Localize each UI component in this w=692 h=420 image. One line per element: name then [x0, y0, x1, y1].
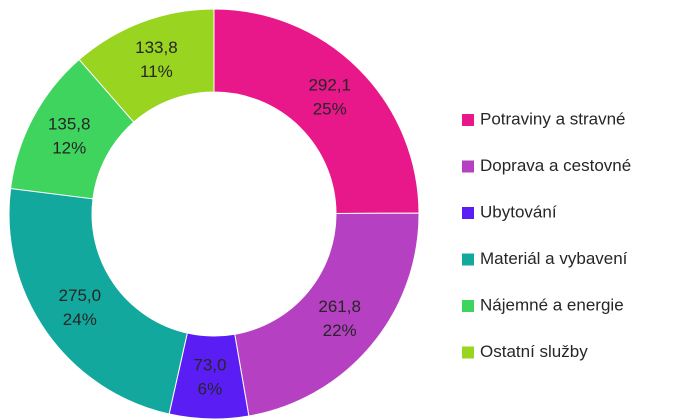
legend-swatch [462, 346, 474, 359]
value-label: 73,0 [193, 355, 226, 374]
legend-swatch [462, 207, 474, 219]
legend-label: Nájemné a energie [480, 295, 624, 314]
slice [234, 212, 420, 417]
legend-swatch [462, 160, 474, 173]
slice [78, 8, 215, 123]
legend-label: Ubytování [480, 202, 557, 221]
value-label: 135,8 [48, 114, 91, 133]
legend-label: Materiál a vybavení [480, 249, 628, 268]
percent-label: 25% [313, 99, 347, 118]
value-label: 261,8 [318, 297, 361, 316]
value-label: 275,0 [59, 286, 102, 305]
legend-label: Ostatní služby [480, 342, 588, 361]
percent-label: 6% [198, 379, 223, 398]
slice [213, 8, 420, 214]
percent-label: 12% [52, 138, 86, 157]
legend-label: Potraviny a stravné [480, 109, 626, 128]
percent-label: 11% [140, 62, 173, 81]
legend-swatch [462, 253, 474, 266]
legend-swatch [462, 300, 474, 312]
percent-label: 22% [323, 321, 357, 340]
percent-label: 24% [63, 310, 97, 329]
value-label: 133,8 [135, 38, 178, 57]
value-label: 292,1 [308, 75, 351, 94]
legend-label: Doprava a cestovné [480, 156, 631, 175]
slice [8, 187, 188, 415]
legend-swatch [462, 114, 474, 126]
